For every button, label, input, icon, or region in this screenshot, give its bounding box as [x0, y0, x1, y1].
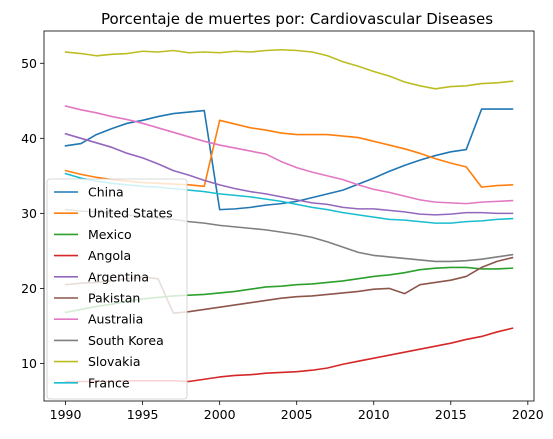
y-axis-ticks: 10 20 30 40 50	[21, 56, 44, 371]
y-tick-label: 50	[21, 56, 37, 71]
legend-label: Argentina	[88, 269, 149, 284]
x-tick-label: 2020	[512, 407, 544, 422]
y-tick-label: 20	[21, 281, 37, 296]
legend-label: Slovakia	[88, 354, 140, 369]
x-axis-ticks: 1990 1995 2000 2005 2010 2015 2020	[50, 401, 544, 422]
x-tick-label: 2000	[204, 407, 236, 422]
x-tick-label: 1995	[127, 407, 159, 422]
legend-label: Australia	[88, 312, 143, 327]
chart-title: Porcentaje de muertes por: Cardiovascula…	[101, 10, 493, 28]
x-tick-label: 2015	[435, 407, 467, 422]
legend-label: France	[88, 375, 130, 390]
legend-label: South Korea	[88, 333, 164, 348]
y-tick-label: 40	[21, 131, 37, 146]
x-tick-label: 2005	[281, 407, 313, 422]
plot-frame	[43, 30, 535, 402]
series-line-6	[64, 105, 514, 205]
legend-label: Pakistan	[88, 291, 140, 306]
legend-label: Mexico	[88, 227, 132, 242]
legend-label: China	[88, 185, 124, 200]
legend: China United States Mexico Angola Argentina P…	[46, 178, 188, 400]
y-tick-label: 30	[21, 206, 37, 221]
legend-label: Angola	[88, 248, 131, 263]
legend-label: United States	[88, 206, 173, 221]
x-tick-label: 1990	[50, 407, 82, 422]
legend-box	[46, 178, 188, 400]
series-line-4	[64, 132, 514, 216]
series-line-8	[64, 48, 514, 90]
y-tick-label: 10	[21, 356, 37, 371]
x-tick-label: 2010	[358, 407, 390, 422]
